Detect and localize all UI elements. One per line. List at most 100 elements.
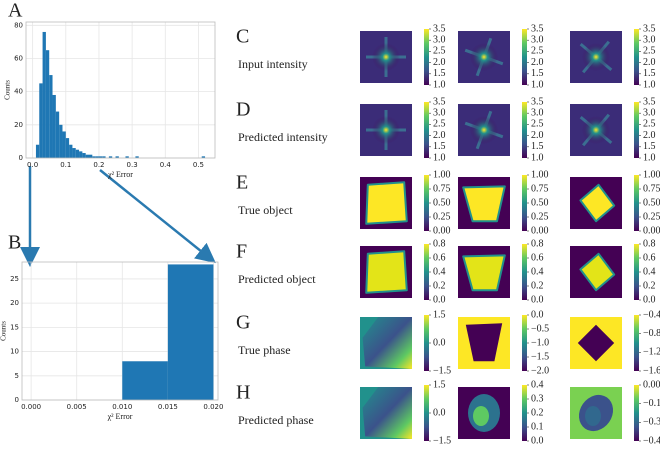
- colorbar: [522, 315, 527, 371]
- y-tick-label: 40: [14, 88, 23, 96]
- bar: [59, 124, 63, 158]
- colorbar-label: 3.0: [531, 107, 544, 118]
- bar: [85, 154, 89, 158]
- colorbar: [634, 29, 639, 85]
- colorbar-label: −0.30: [643, 417, 660, 428]
- colorbar-label: 1.5: [531, 141, 544, 152]
- image-spot: [372, 43, 400, 71]
- row-label: Predicted phase: [238, 413, 314, 427]
- object-shape: [462, 254, 506, 292]
- colorbar-label: 0.50: [643, 197, 660, 208]
- colorbar-label: −0.45: [643, 435, 660, 446]
- y-tick-label: 5: [15, 372, 19, 380]
- bar: [52, 94, 56, 158]
- colorbar-label: 0.75: [433, 183, 451, 194]
- bar: [72, 148, 76, 158]
- colorbar-label: 3.0: [433, 107, 446, 118]
- colorbar: [634, 315, 639, 371]
- x-tick-label: 0.1: [60, 161, 71, 169]
- colorbar-label: 0.00: [643, 225, 660, 236]
- panel-letter: F: [236, 241, 247, 263]
- colorbar-label: −1.2: [643, 347, 660, 358]
- colorbar-label: −0.8: [643, 328, 660, 339]
- colorbar-label: 0.0: [643, 294, 656, 305]
- image-panel: 3.53.02.52.01.51.0: [360, 96, 446, 163]
- bar: [75, 149, 80, 158]
- y-tick-label: 60: [14, 54, 23, 62]
- colorbar-label: 0.8: [433, 238, 446, 249]
- colorbar-label: 3.5: [433, 23, 446, 34]
- colorbar-label: 0.00: [643, 379, 660, 390]
- bar: [201, 156, 206, 158]
- colorbar-label: 0.3: [531, 393, 544, 404]
- x-tick-label: 0.2: [93, 161, 104, 169]
- colorbar-label: 1.0: [531, 79, 544, 90]
- colorbar-label: 0.8: [643, 238, 656, 249]
- colorbar-label: 2.0: [531, 130, 544, 141]
- bar: [65, 138, 70, 158]
- colorbar-label: 2.0: [531, 57, 544, 68]
- axes-frame: [25, 21, 216, 159]
- colorbar-label: 1.5: [433, 309, 446, 320]
- colorbar-label: 1.00: [531, 169, 549, 180]
- panel-letter: B: [8, 232, 21, 254]
- colorbar-label: 0.50: [433, 197, 451, 208]
- colorbar-label: 0.4: [531, 266, 544, 277]
- colorbar: [424, 244, 429, 300]
- image-spot: [470, 116, 498, 144]
- bar: [122, 361, 168, 400]
- colorbar: [522, 102, 527, 158]
- colorbar-label: 0.00: [531, 225, 549, 236]
- colorbar-label: 0.4: [433, 266, 446, 277]
- colorbar: [634, 385, 639, 441]
- x-tick-label: 0.5: [193, 161, 204, 169]
- colorbar-label: 1.0: [643, 152, 656, 163]
- panel-letter: D: [236, 99, 250, 121]
- colorbar-label: 1.5: [531, 68, 544, 79]
- colorbar-label: 0.1: [531, 421, 544, 432]
- bar: [55, 111, 60, 158]
- image-panel: 0.8 0.6 0.4 0.2 0.0: [360, 238, 446, 305]
- colorbar-label: 0.2: [531, 280, 544, 291]
- y-axis-label: Counts: [0, 321, 8, 341]
- colorbar-label: 1.5: [433, 379, 446, 390]
- colorbar-label: 2.5: [643, 46, 656, 57]
- bar: [115, 156, 119, 158]
- image-panel: 1.00 0.75 0.50 0.25 0.00: [458, 169, 549, 236]
- colorbar-label: 1.5: [433, 68, 446, 79]
- bar: [89, 154, 93, 158]
- row-label: True phase: [238, 343, 291, 357]
- x-tick-label: 0.005: [67, 403, 87, 411]
- object-shape: [365, 181, 408, 225]
- x-tick-label: 0.4: [160, 161, 172, 169]
- colorbar: [522, 244, 527, 300]
- colorbar-label: 0.8: [531, 238, 544, 249]
- colorbar-label: 1.5: [643, 141, 656, 152]
- y-axis-label: Counts: [4, 80, 12, 100]
- colorbar-label: 3.0: [531, 34, 544, 45]
- colorbar-label: 0.4: [643, 266, 656, 277]
- phase-shape: [465, 323, 503, 362]
- colorbar-label: 0.75: [531, 183, 549, 194]
- x-tick-label: 0.015: [158, 403, 178, 411]
- colorbar-label: 1.0: [643, 79, 656, 90]
- image-panel: 3.53.02.52.01.51.0: [570, 96, 656, 163]
- panel-letter: C: [236, 26, 249, 48]
- colorbar-label: 3.5: [433, 96, 446, 107]
- colorbar-label: 0.4: [531, 379, 544, 390]
- y-tick-label: 0: [15, 396, 19, 404]
- bar: [45, 50, 50, 158]
- colorbar-label: 3.0: [433, 34, 446, 45]
- image-spot: [372, 116, 400, 144]
- x-tick-label: 0.3: [127, 161, 138, 169]
- colorbar-label: 3.5: [643, 96, 656, 107]
- colorbar: [424, 175, 429, 231]
- image-panel: 1.00 0.75 0.50 0.25 0.00: [360, 169, 451, 236]
- colorbar-label: 2.5: [643, 119, 656, 130]
- image-panel: 0.8 0.6 0.4 0.2 0.0: [570, 238, 656, 305]
- x-tick-label: 0.020: [203, 403, 223, 411]
- bar: [95, 156, 99, 158]
- colorbar-label: 3.5: [531, 96, 544, 107]
- colorbar-label: 0.0: [433, 337, 446, 348]
